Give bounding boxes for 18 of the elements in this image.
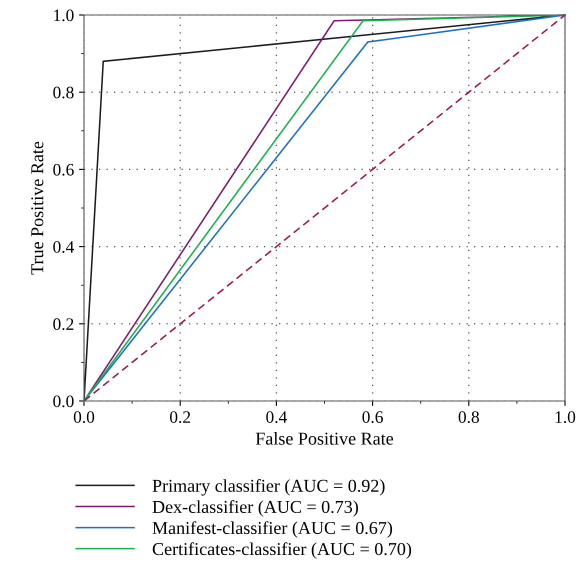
x-axis-title: False Positive Rate: [256, 432, 394, 445]
x-tick-label: 0.4: [266, 411, 287, 424]
legend-label: Dex-classifier (AUC = 0.73): [152, 500, 358, 517]
legend-label: Certificates-classifier (AUC = 0.70): [152, 542, 412, 559]
y-tick-label: 0.6: [53, 164, 74, 176]
legend-label: Manifest-classifier (AUC = 0.67): [152, 521, 392, 538]
y-tick-label: 0.2: [53, 318, 74, 330]
y-tick-label: 1.0: [54, 9, 74, 22]
x-tick-label: 0.8: [458, 411, 479, 424]
y-tick-label: 0.8: [53, 86, 74, 98]
x-tick-label: 0.0: [74, 411, 94, 424]
legend-label: Primary classifier (AUC = 0.92): [152, 479, 385, 496]
y-axis-title: True Positive Rate: [31, 142, 44, 275]
y-tick-label: 0.4: [53, 241, 74, 253]
x-tick-label: 0.6: [362, 411, 383, 424]
x-tick-label: 0.2: [170, 411, 190, 424]
x-tick-label: 1.0: [556, 411, 576, 424]
y-tick-label: 0.0: [53, 395, 74, 408]
